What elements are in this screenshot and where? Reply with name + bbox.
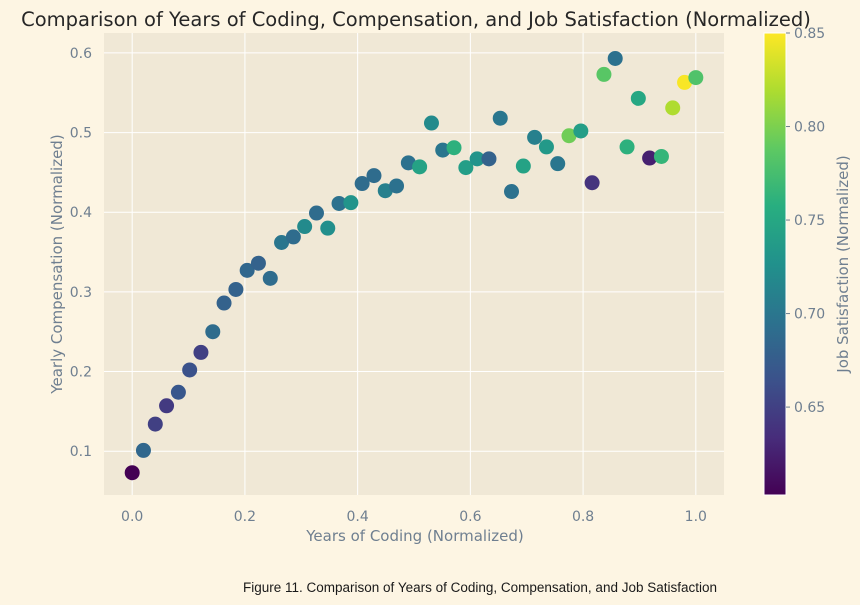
scatter-point xyxy=(274,234,290,250)
scatter-point xyxy=(343,195,359,211)
scatter-point xyxy=(435,142,451,158)
scatter-point xyxy=(492,110,508,126)
scatter-point xyxy=(147,416,163,432)
scatter-point xyxy=(584,175,600,191)
colorbar-tick-label: 0.80 xyxy=(794,120,825,136)
scatter-point xyxy=(504,184,520,200)
scatter-point xyxy=(481,151,497,167)
scatter-point xyxy=(458,160,474,176)
colorbar-tick-label: 0.75 xyxy=(794,213,825,229)
scatter-point xyxy=(573,123,589,139)
scatter-point xyxy=(400,155,416,171)
scatter-point xyxy=(607,50,623,66)
y-tick-label: 0.1 xyxy=(70,444,92,460)
x-tick-label: 0.2 xyxy=(234,509,256,525)
scatter-point xyxy=(377,183,393,199)
scatter-point xyxy=(182,362,198,378)
scatter-point xyxy=(354,176,370,192)
scatter-point xyxy=(228,281,244,297)
scatter-point xyxy=(677,74,693,90)
y-tick-label: 0.2 xyxy=(70,365,92,381)
scatter-point xyxy=(159,398,175,414)
y-tick-label: 0.4 xyxy=(70,205,92,221)
scatter-point xyxy=(285,229,301,245)
x-tick-label: 0.8 xyxy=(572,509,594,525)
colorbar-label: Job Satisfaction (Normalized) xyxy=(834,155,852,373)
scatter-point xyxy=(135,442,151,458)
scatter-point xyxy=(653,148,669,164)
x-tick-label: 0.6 xyxy=(459,509,481,525)
scatter-point xyxy=(216,295,232,311)
scatter-point xyxy=(665,100,681,116)
scatter-point xyxy=(320,220,336,236)
y-axis-label: Yearly Compensation (Normalized) xyxy=(48,134,66,394)
scatter-point xyxy=(630,90,646,106)
plot-area xyxy=(104,33,724,495)
x-tick-label: 1.0 xyxy=(685,509,707,525)
figure-caption: Figure 11. Comparison of Years of Coding… xyxy=(243,580,717,595)
scatter-point xyxy=(124,465,140,481)
scatter-point xyxy=(550,156,566,172)
colorbar xyxy=(763,32,787,496)
scatter-point xyxy=(193,344,209,360)
scatter-points xyxy=(124,50,704,481)
scatter-point xyxy=(205,324,221,340)
grid xyxy=(104,33,724,495)
scatter-point xyxy=(389,178,405,194)
scatter-point xyxy=(297,219,313,235)
colorbar-tick-label: 0.70 xyxy=(794,307,825,323)
scatter-point xyxy=(446,140,462,156)
x-tick-label: 0.4 xyxy=(347,509,369,525)
y-tick-label: 0.5 xyxy=(70,126,92,142)
x-axis-label: Years of Coding (Normalized) xyxy=(305,527,523,545)
chart-title: Comparison of Years of Coding, Compensat… xyxy=(21,8,811,31)
scatter-point xyxy=(688,70,704,86)
scatter-point xyxy=(262,270,278,286)
scatter-point xyxy=(596,66,612,82)
scatter-point xyxy=(642,150,658,166)
scatter-point xyxy=(331,195,347,211)
scatter-point xyxy=(423,115,439,131)
colorbar-tick-label: 0.65 xyxy=(794,400,825,416)
y-axis-ticks: 0.1 0.2 0.3 0.4 0.5 0.6 xyxy=(70,46,92,460)
scatter-point xyxy=(412,159,428,175)
scatter-point xyxy=(619,139,635,155)
scatter-point xyxy=(170,384,186,400)
scatter-point xyxy=(469,151,485,167)
scatter-point xyxy=(527,129,543,145)
scatter-point xyxy=(538,139,554,155)
scatter-point xyxy=(515,158,531,174)
y-tick-label: 0.6 xyxy=(70,46,92,62)
x-tick-label: 0.0 xyxy=(121,509,143,525)
scatter-point xyxy=(366,168,382,184)
colorbar-ticks: 0.65 0.70 0.75 0.80 0.85 xyxy=(786,26,825,416)
scatter-point xyxy=(239,262,255,278)
colorbar-tick-label: 0.85 xyxy=(794,26,825,42)
scatter-point xyxy=(250,255,266,271)
scatter-point xyxy=(561,128,577,144)
y-tick-label: 0.3 xyxy=(70,285,92,301)
x-axis-ticks: 0.0 0.2 0.4 0.6 0.8 1.0 xyxy=(121,509,707,525)
scatter-point xyxy=(308,205,324,221)
